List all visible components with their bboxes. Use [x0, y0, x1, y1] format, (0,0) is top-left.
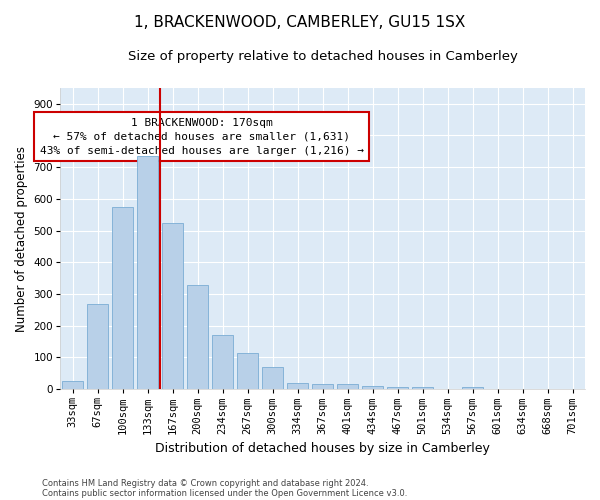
Bar [362, 386, 383, 389]
Bar [312, 384, 333, 389]
X-axis label: Distribution of detached houses by size in Camberley: Distribution of detached houses by size … [155, 442, 490, 455]
Bar [187, 284, 208, 389]
Bar [237, 352, 258, 389]
Y-axis label: Number of detached properties: Number of detached properties [15, 146, 28, 332]
Bar [62, 382, 83, 389]
Text: 1, BRACKENWOOD, CAMBERLEY, GU15 1SX: 1, BRACKENWOOD, CAMBERLEY, GU15 1SX [134, 15, 466, 30]
Bar [337, 384, 358, 389]
Bar [462, 386, 483, 389]
Bar [262, 367, 283, 389]
Text: Contains public sector information licensed under the Open Government Licence v3: Contains public sector information licen… [42, 488, 407, 498]
Bar [412, 386, 433, 389]
Bar [387, 386, 408, 389]
Bar [162, 222, 183, 389]
Text: 1 BRACKENWOOD: 170sqm
← 57% of detached houses are smaller (1,631)
43% of semi-d: 1 BRACKENWOOD: 170sqm ← 57% of detached … [40, 118, 364, 156]
Text: Contains HM Land Registry data © Crown copyright and database right 2024.: Contains HM Land Registry data © Crown c… [42, 478, 368, 488]
Bar [212, 336, 233, 389]
Bar [87, 304, 108, 389]
Bar [112, 207, 133, 389]
Title: Size of property relative to detached houses in Camberley: Size of property relative to detached ho… [128, 50, 517, 63]
Bar [137, 156, 158, 389]
Bar [287, 383, 308, 389]
